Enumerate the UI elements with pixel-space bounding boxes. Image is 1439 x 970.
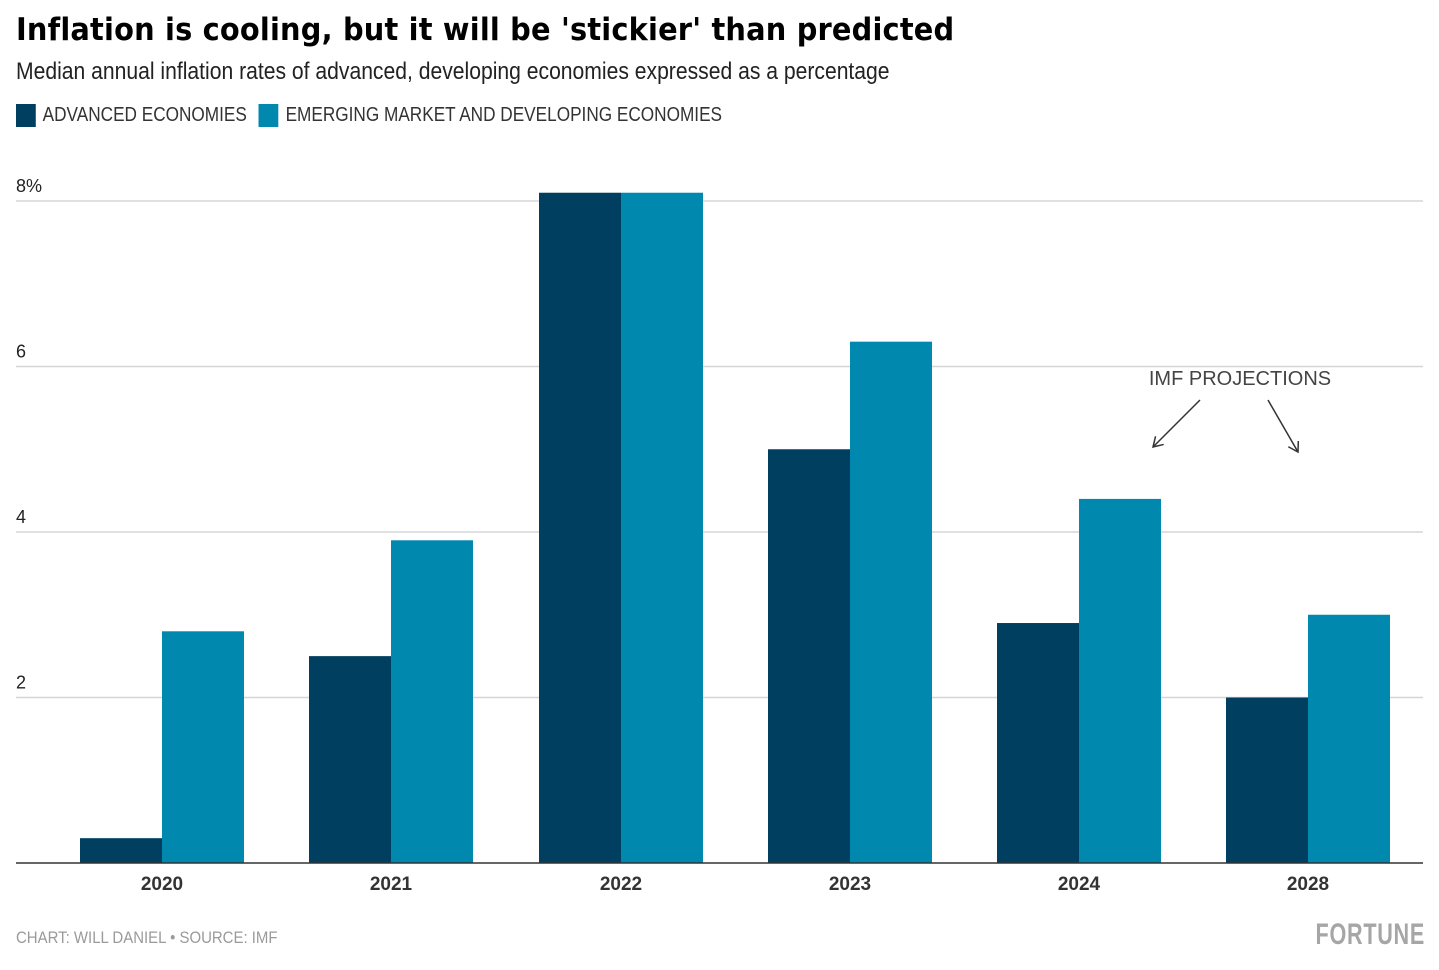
x-tick-label: 2028 xyxy=(1287,874,1329,895)
legend-swatch-emerging xyxy=(258,104,279,127)
x-tick-label: 2024 xyxy=(1058,874,1101,895)
y-tick-label: 6 xyxy=(16,342,26,362)
y-tick-label: 2 xyxy=(16,673,26,693)
y-tick-labels: 2 4 6 8% xyxy=(16,176,42,693)
x-tick-labels: 2020 2021 2022 2023 2024 2028 xyxy=(141,874,1329,895)
bars xyxy=(80,192,1390,864)
bar-emerging-2022 xyxy=(621,192,703,864)
x-tick-label: 2023 xyxy=(829,874,871,895)
legend-label-emerging: EMERGING MARKET AND DEVELOPING ECONOMIES xyxy=(285,104,723,126)
bar-emerging-2020 xyxy=(162,631,244,863)
annotation-text: IMF PROJECTIONS xyxy=(1149,368,1331,390)
legend: ADVANCED ECONOMIES EMERGING MARKET AND D… xyxy=(16,104,734,127)
bar-advanced-2023 xyxy=(768,449,850,863)
legend-item-advanced: ADVANCED ECONOMIES xyxy=(16,104,247,127)
bar-advanced-2021 xyxy=(309,656,391,863)
fortune-logo: FORTUNE xyxy=(1315,918,1425,951)
bar-emerging-2024 xyxy=(1079,498,1161,863)
legend-swatch-advanced xyxy=(16,104,36,127)
legend-label-advanced: ADVANCED ECONOMIES xyxy=(42,104,247,126)
bar-emerging-2023 xyxy=(850,341,932,863)
arrow-to-2024-icon xyxy=(1151,399,1201,449)
bar-advanced-2022 xyxy=(539,192,621,864)
x-tick-label: 2022 xyxy=(600,874,642,895)
y-tick-label: 8% xyxy=(16,176,42,196)
bar-emerging-2021 xyxy=(391,540,473,863)
x-tick-label: 2021 xyxy=(370,874,413,895)
x-tick-label: 2020 xyxy=(141,874,183,895)
annotation-imf-projections: IMF PROJECTIONS xyxy=(1149,368,1331,454)
arrow-to-2028-icon xyxy=(1267,399,1300,454)
gridlines xyxy=(16,200,1423,699)
chart-subtitle: Median annual inflation rates of advance… xyxy=(16,58,890,85)
y-tick-label: 4 xyxy=(16,507,26,527)
legend-item-emerging: EMERGING MARKET AND DEVELOPING ECONOMIES xyxy=(258,104,723,127)
bar-advanced-2024 xyxy=(997,623,1079,863)
bar-advanced-2020 xyxy=(80,838,162,863)
bar-advanced-2028 xyxy=(1226,697,1308,863)
bar-emerging-2028 xyxy=(1308,614,1390,863)
chart-title: Inflation is cooling, but it will be 'st… xyxy=(16,12,955,48)
source-credit: CHART: WILL DANIEL • SOURCE: IMF xyxy=(16,928,278,947)
